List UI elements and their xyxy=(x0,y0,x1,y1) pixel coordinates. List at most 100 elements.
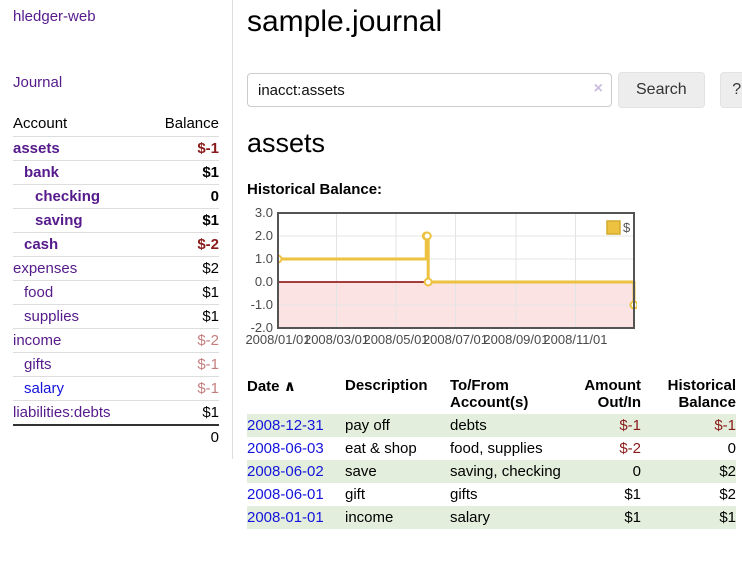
account-link-supplies[interactable]: supplies xyxy=(24,308,80,325)
search-button[interactable]: Search xyxy=(618,72,705,108)
clear-search-icon[interactable]: × xyxy=(593,80,603,97)
account-link-income[interactable]: income xyxy=(13,332,62,349)
help-button[interactable]: ? xyxy=(719,72,742,108)
transaction-date-link[interactable]: 2008-06-03 xyxy=(247,440,324,457)
account-link-saving[interactable]: saving xyxy=(35,212,83,229)
account-link-salary[interactable]: salary xyxy=(24,380,65,397)
y-axis-tick-label: 3.0 xyxy=(254,205,273,220)
transaction-date-link[interactable]: 2008-06-01 xyxy=(247,486,324,503)
transaction-amount: $1 xyxy=(624,509,641,526)
transaction-balance: $1 xyxy=(719,509,736,526)
chart-title: Historical Balance: xyxy=(247,181,383,198)
account-link-gifts[interactable]: gifts xyxy=(24,356,52,373)
x-axis-tick-label: 2008/09/01 xyxy=(483,332,549,347)
transaction-description: income xyxy=(345,509,394,526)
search-input[interactable] xyxy=(247,73,612,107)
accounts-total-balance: 0 xyxy=(145,424,219,449)
transaction-row[interactable]: 2008-06-01 gift gifts $1 $2 xyxy=(247,483,736,506)
transaction-amount: $1 xyxy=(624,486,641,503)
x-axis-tick-label: 2008/07/01 xyxy=(422,332,489,347)
account-row: checking 0 xyxy=(13,184,219,209)
historical-balance-chart: $3.0 2.0 1.0 0.0 -1.0 -2.0 2008/01/01 2008/03/0… xyxy=(245,205,647,352)
account-row: food $1 xyxy=(13,280,219,305)
register-header-description: Description xyxy=(345,377,428,394)
transaction-amount: $-1 xyxy=(619,417,641,434)
sort-ascending-icon: ∧ xyxy=(283,378,296,395)
transaction-balance: 0 xyxy=(727,440,736,457)
account-link-cash[interactable]: cash xyxy=(24,236,59,253)
account-link-food[interactable]: food xyxy=(24,284,54,301)
balance-chart-canvas: $ xyxy=(277,212,637,329)
app-title-link[interactable]: hledger-web xyxy=(13,8,96,25)
transaction-row[interactable]: 2008-06-03 eat & shop food, supplies $-2 0 xyxy=(247,437,736,460)
transaction-description: save xyxy=(345,463,377,480)
transaction-amount: $-2 xyxy=(619,440,641,457)
transaction-date-link[interactable]: 2008-06-02 xyxy=(247,463,324,480)
y-axis-tick-label: 2.0 xyxy=(254,228,273,243)
page: hledger-web Journal Account Balance asse… xyxy=(0,0,742,529)
transaction-description: eat & shop xyxy=(345,440,417,457)
register-table: Date ∧ Description To/From Account(s) Am… xyxy=(247,374,736,529)
sidebar-item-journal[interactable]: Journal xyxy=(13,74,63,91)
transaction-accounts: debts xyxy=(450,417,487,434)
account-row: supplies $1 xyxy=(13,304,219,329)
transaction-accounts: food, supplies xyxy=(450,440,543,457)
account-balance: $2 xyxy=(145,256,219,281)
y-axis-tick-label: 1.0 xyxy=(254,251,273,266)
transaction-date-link[interactable]: 2008-01-01 xyxy=(247,509,324,526)
sidebar: hledger-web Journal Account Balance asse… xyxy=(0,0,233,459)
transaction-row[interactable]: 2008-01-01 income salary $1 $1 xyxy=(247,506,736,529)
transaction-accounts: gifts xyxy=(450,486,478,503)
transaction-date-link[interactable]: 2008-12-31 xyxy=(247,417,324,434)
accounts-table: Account Balance assets $-1 bank $1 checking 0… xyxy=(13,112,219,449)
account-balance: $1 xyxy=(145,160,219,185)
account-row: bank $1 xyxy=(13,160,219,185)
transaction-accounts: salary xyxy=(450,509,491,526)
x-axis-tick-label: 2008/01/01 xyxy=(245,332,311,347)
account-link-liabilities-debts[interactable]: liabilities:debts xyxy=(13,404,111,421)
account-link-bank[interactable]: bank xyxy=(24,164,60,181)
y-axis-tick-label: -1.0 xyxy=(250,297,273,312)
transaction-row[interactable]: 2008-12-31 pay off debts $-1 $-1 xyxy=(247,414,736,437)
account-balance: $-1 xyxy=(145,136,219,161)
y-axis-tick-label: 0.0 xyxy=(254,274,273,289)
search-form: × Search ? xyxy=(247,72,742,108)
account-link-assets[interactable]: assets xyxy=(13,140,60,157)
x-axis-tick-label: 2008/11/01 xyxy=(543,332,608,347)
account-row: gifts $-1 xyxy=(13,352,219,377)
x-axis-tick-label: 2008/05/01 xyxy=(363,332,429,347)
register-header-date[interactable]: Date ∧ xyxy=(247,374,345,414)
account-row: salary $-1 xyxy=(13,376,219,401)
transaction-balance: $2 xyxy=(719,486,736,503)
transaction-accounts: saving, checking xyxy=(450,463,561,480)
transaction-amount: 0 xyxy=(632,463,641,480)
register-header-amount: Amount Out/In xyxy=(584,377,641,411)
y-axis-tick-label: -2.0 xyxy=(250,320,273,335)
account-balance: $1 xyxy=(145,400,219,425)
transaction-row[interactable]: 2008-06-02 save saving, checking 0 $2 xyxy=(247,460,736,483)
account-balance: $1 xyxy=(145,304,219,329)
balance-column-header: Balance xyxy=(164,115,219,132)
transaction-description: pay off xyxy=(345,417,390,434)
account-link-expenses[interactable]: expenses xyxy=(13,260,78,277)
account-row: liabilities:debts $1 xyxy=(13,400,219,425)
date-header-label: Date xyxy=(247,378,280,395)
account-balance: $-2 xyxy=(145,232,219,257)
account-row: expenses $2 xyxy=(13,256,219,281)
account-balance: 0 xyxy=(145,184,219,209)
x-axis-tick-label: 2008/03/01 xyxy=(303,332,370,347)
account-row: assets $-1 xyxy=(13,136,219,161)
page-title: sample.journal xyxy=(247,5,443,38)
accounts-column-header: Account xyxy=(13,115,68,132)
account-balance: $-1 xyxy=(145,376,219,401)
account-heading: assets xyxy=(247,128,326,158)
chart-legend-label: $ xyxy=(623,220,631,235)
transaction-description: gift xyxy=(345,486,366,503)
account-row: saving $1 xyxy=(13,208,219,233)
register-header-accounts: To/From Account(s) xyxy=(450,377,529,411)
account-link-checking[interactable]: checking xyxy=(35,188,101,205)
main-content: sample.journal × Search ? assets Histori… xyxy=(233,0,742,529)
accounts-total-row: 0 xyxy=(13,424,219,449)
account-balance: $1 xyxy=(145,280,219,305)
transaction-balance: $-1 xyxy=(714,417,736,434)
